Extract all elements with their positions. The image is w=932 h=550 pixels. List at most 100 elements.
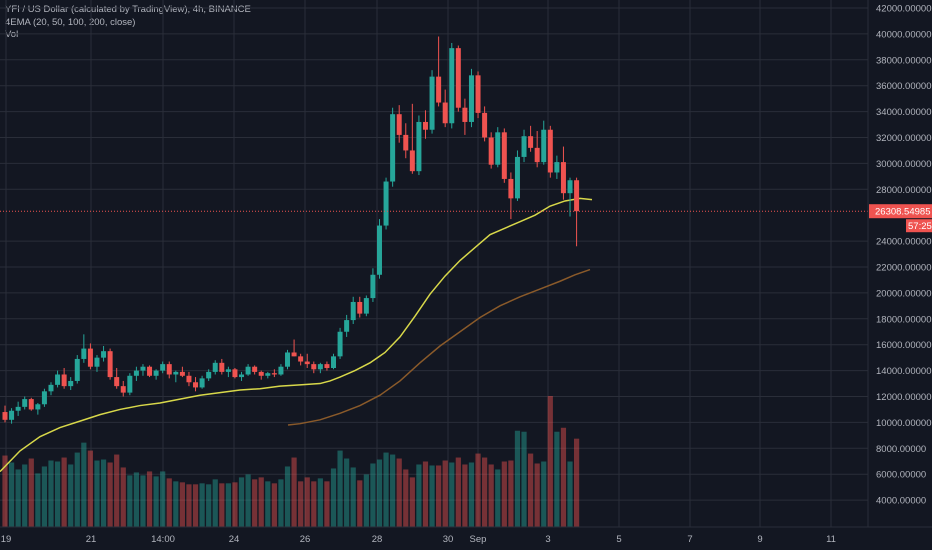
candle-body [547, 129, 553, 173]
price-tick-label: 14000.00000 [876, 366, 931, 377]
volume-bar [160, 471, 166, 527]
symbol-title[interactable]: YFI / US Dollar (calculated by TradingVi… [5, 4, 251, 15]
candle-body [442, 102, 448, 124]
price-tick-label: 36000.00000 [876, 81, 931, 92]
volume-bar [554, 431, 560, 527]
candle-body [127, 375, 133, 393]
candle-body [409, 150, 415, 172]
time-tick-label: 9 [757, 534, 762, 545]
price-tick-label: 4000.00000 [876, 496, 926, 507]
candle-body [61, 374, 67, 387]
volume-bar [54, 461, 61, 527]
time-tick-label: 5 [616, 534, 621, 545]
volume-bar [508, 460, 514, 527]
volume-bar [146, 471, 153, 527]
volume-bar [28, 458, 34, 527]
candle-body [258, 371, 264, 376]
price-tick-label: 24000.00000 [876, 237, 931, 248]
volume-bar [219, 483, 225, 527]
candle-body [468, 75, 474, 122]
candle-body [455, 48, 461, 108]
volume-bar [409, 477, 415, 527]
candle-body [22, 399, 28, 407]
candle-body [166, 364, 172, 375]
volume-bar [390, 454, 396, 527]
candle-body [528, 136, 534, 148]
volume-bar [547, 396, 553, 527]
volume-bar [107, 462, 113, 527]
candles [2, 36, 580, 424]
volume-bar [48, 460, 54, 527]
candle-body [560, 162, 566, 194]
volume-bars [2, 396, 580, 527]
price-tick-label: 38000.00000 [876, 55, 931, 66]
candle-body [501, 132, 507, 179]
indicator-ema-label[interactable]: 4EMA (20, 50, 100, 200, close) [5, 16, 136, 28]
price-tick-label: 32000.00000 [876, 133, 931, 144]
volume-bar [317, 478, 323, 527]
candle-body [35, 404, 41, 410]
volume-bar [298, 481, 304, 527]
candle-body [311, 364, 317, 370]
time-axis[interactable]: 19 21 14:00 24 26 28 30 Sep 3 5 7 9 11 [1, 534, 836, 545]
candle-body [390, 114, 396, 182]
volume-bar [416, 464, 422, 527]
price-tick-label: 40000.00000 [876, 29, 931, 40]
indicator-volume-label[interactable]: Vol [5, 29, 19, 40]
volume-bar [68, 464, 74, 527]
candle-body [87, 348, 93, 367]
volume-bar [403, 469, 409, 527]
volume-bar [330, 468, 337, 527]
volume-bar [278, 479, 284, 527]
volume-bar [541, 461, 547, 527]
volume-bar [258, 477, 264, 527]
volume-bar [173, 481, 179, 527]
candle-body [193, 382, 199, 388]
candle-body [488, 137, 494, 165]
volume-bar [534, 463, 540, 527]
price-tick-label: 18000.00000 [876, 314, 931, 325]
time-tick-label: 26 [300, 534, 311, 545]
price-tick-label: 20000.00000 [876, 288, 931, 299]
candle-body [160, 364, 166, 371]
price-axis[interactable]: 42000.00000 40000.00000 38000.00000 36000.0… [876, 4, 931, 507]
candle-body [482, 112, 488, 138]
volume-bar [475, 453, 481, 527]
volume-bar [186, 484, 192, 527]
candle-body [271, 373, 277, 375]
candle-body [422, 121, 428, 130]
time-tick-label: 28 [372, 534, 383, 545]
candle-body [186, 375, 192, 383]
volume-bar [291, 457, 297, 527]
price-tick-label: 6000.00000 [876, 470, 926, 481]
candle-body [9, 410, 15, 420]
volume-bar [271, 483, 277, 527]
volume-bar [41, 466, 48, 527]
volume-bar [2, 455, 8, 527]
volume-bar [436, 465, 442, 527]
candle-body [68, 380, 74, 387]
volume-bar [206, 484, 212, 527]
candle-body [337, 331, 343, 357]
volume-bar [573, 438, 580, 527]
volume-bar [232, 482, 238, 527]
candle-body [508, 178, 514, 199]
last-price-label: 26308.54985 [875, 207, 930, 218]
volume-bar [442, 460, 448, 527]
candle-body [429, 76, 435, 130]
volume-bar [127, 475, 133, 527]
candle-body [278, 366, 284, 375]
candle-body [153, 370, 159, 376]
candle-body [541, 129, 547, 163]
volume-bar [100, 459, 107, 527]
volume-bar [495, 469, 501, 527]
volume-bar [225, 483, 231, 527]
volume-bar [120, 467, 126, 527]
candle-body [15, 406, 21, 411]
candle-body [396, 114, 402, 135]
volume-bar [265, 481, 271, 527]
candle-body [206, 371, 212, 379]
volume-bar [324, 481, 330, 527]
volume-bar [94, 460, 100, 527]
